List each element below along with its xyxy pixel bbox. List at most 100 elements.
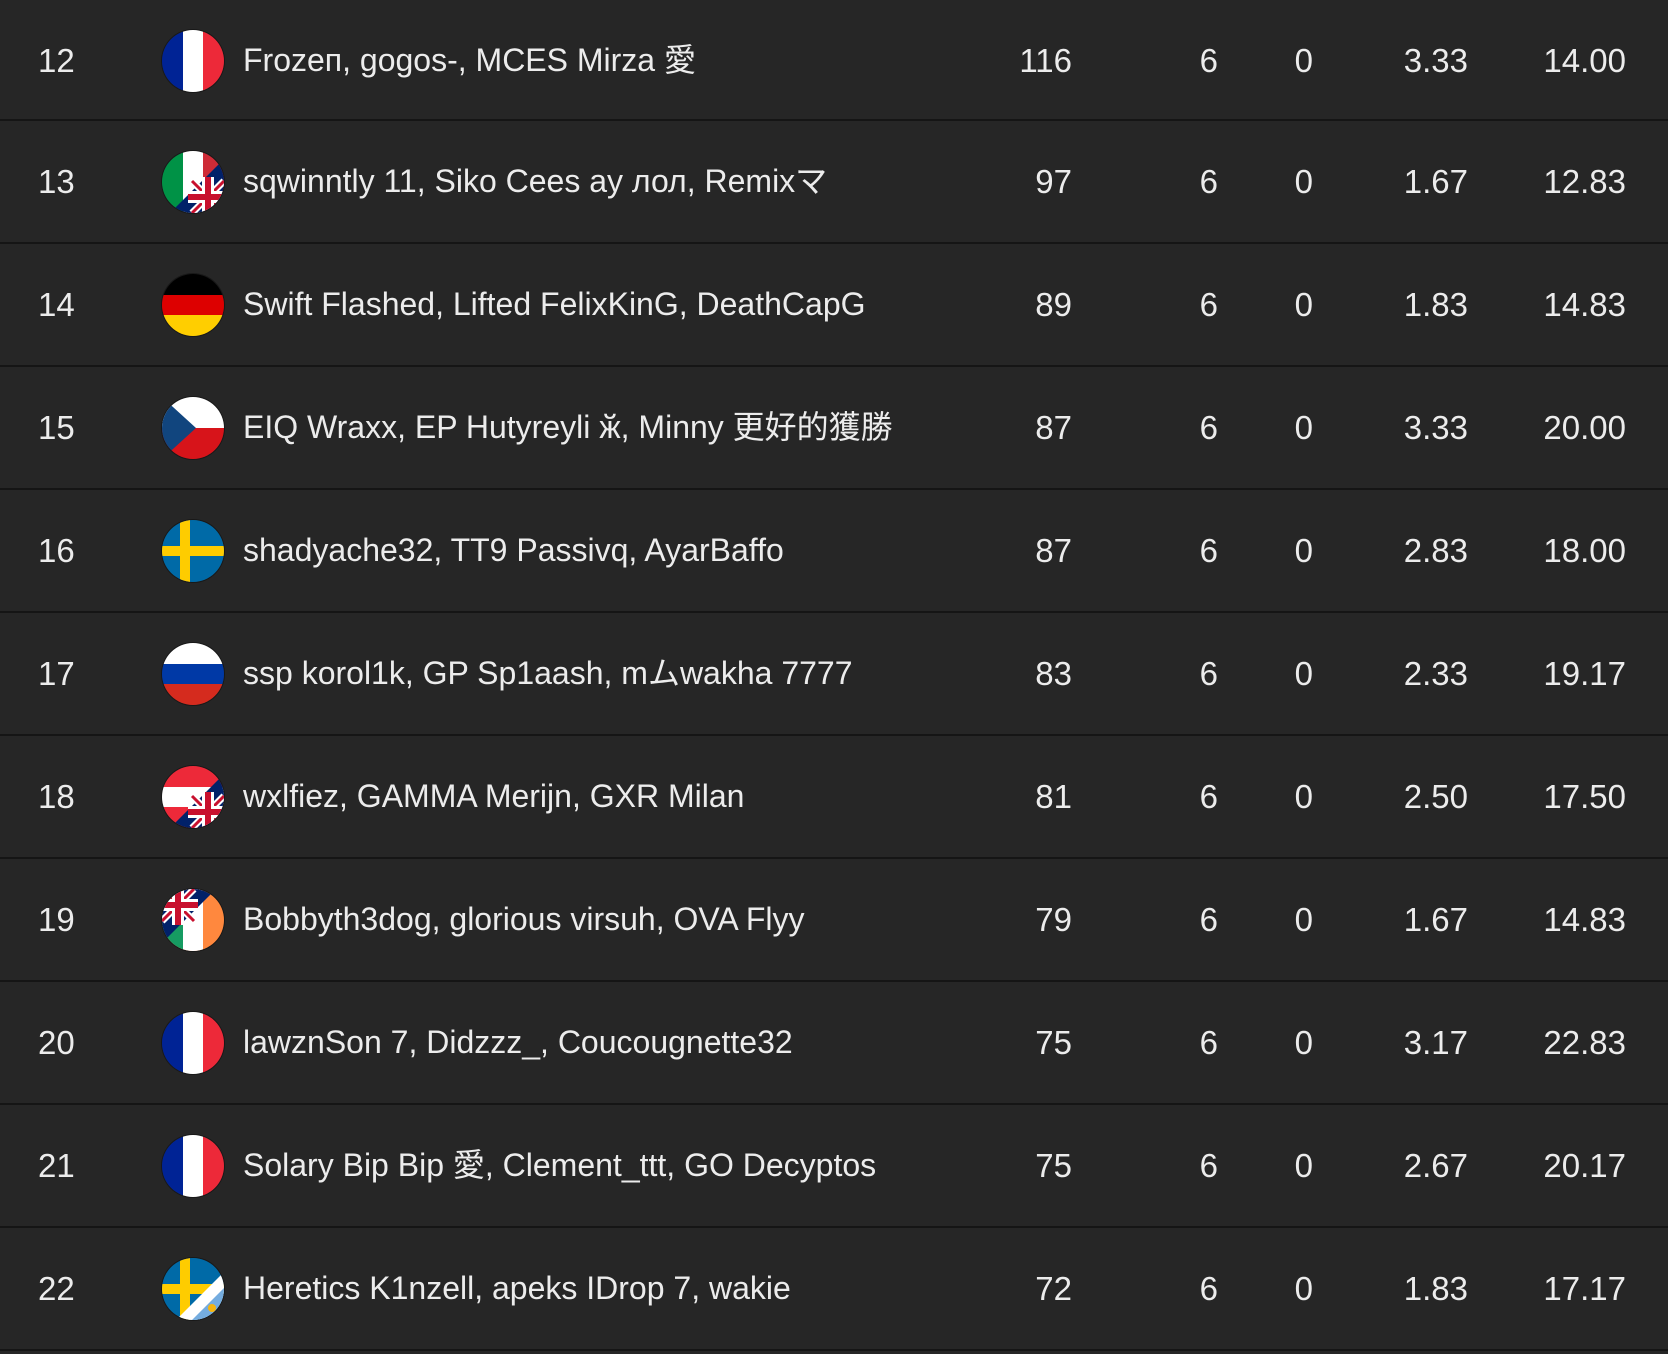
- zero-cell: 0: [1294, 655, 1313, 692]
- ratio-cell: 1.83: [1403, 286, 1468, 323]
- austria-uk-split-flag-icon: [162, 766, 224, 828]
- team-players: EIQ Wraxx, EP Hutyreyli ӂ, Minny 更好的獲勝: [243, 409, 893, 445]
- points-cell: 89: [1035, 286, 1072, 323]
- average-cell: 17.17: [1543, 1270, 1626, 1307]
- table-row[interactable]: 19 Bobbyth3dog, glorious virsuh, OVA Fly…: [0, 859, 1668, 982]
- team-players: wxlfiez, GAMMA Merijn, GXR Milan: [243, 778, 745, 814]
- average-cell: 18.00: [1543, 532, 1626, 569]
- zero-cell: 0: [1294, 409, 1313, 446]
- sweden-argentina-split-flag-icon: [162, 1258, 224, 1320]
- ratio-cell: 1.67: [1403, 901, 1468, 938]
- average-cell: 14.83: [1543, 901, 1626, 938]
- rank-cell: 22: [38, 1270, 75, 1307]
- team-players: sqwinntly 11, Siko Cees ay лол, Remixマ: [243, 163, 828, 199]
- played-cell: 6: [1199, 532, 1218, 569]
- ratio-cell: 1.83: [1403, 1270, 1468, 1307]
- germany-flag-icon: [162, 274, 224, 336]
- rank-cell: 21: [38, 1147, 75, 1184]
- france-flag-icon: [162, 30, 224, 92]
- ratio-cell: 2.33: [1403, 655, 1468, 692]
- rank-cell: 19: [38, 901, 75, 938]
- average-cell: 12.83: [1543, 163, 1626, 200]
- zero-cell: 0: [1294, 42, 1313, 79]
- rank-cell: 15: [38, 409, 75, 446]
- zero-cell: 0: [1294, 163, 1313, 200]
- ratio-cell: 1.67: [1403, 163, 1468, 200]
- average-cell: 17.50: [1543, 778, 1626, 815]
- team-players: Solary Bip Bip 愛, Clement_ttt, GO Decypt…: [243, 1147, 877, 1183]
- table-row[interactable]: 16 shadyache32, TT9 Passivq, AyarBaffo 8…: [0, 490, 1668, 613]
- ratio-cell: 2.83: [1403, 532, 1468, 569]
- rank-cell: 17: [38, 655, 75, 692]
- team-players: Frozeп, gogos-, MCES Mirza 愛: [243, 42, 696, 78]
- italy-uk-split-flag-icon: [162, 151, 224, 213]
- zero-cell: 0: [1294, 286, 1313, 323]
- points-cell: 97: [1035, 163, 1072, 200]
- france-flag-icon: [162, 1135, 224, 1197]
- points-cell: 72: [1035, 1270, 1072, 1307]
- france-flag-icon: [162, 1012, 224, 1074]
- zero-cell: 0: [1294, 1024, 1313, 1061]
- average-cell: 19.17: [1543, 655, 1626, 692]
- points-cell: 87: [1035, 532, 1072, 569]
- rank-cell: 13: [38, 163, 75, 200]
- points-cell: 87: [1035, 409, 1072, 446]
- played-cell: 6: [1199, 286, 1218, 323]
- team-players: shadyache32, TT9 Passivq, AyarBaffo: [243, 532, 784, 568]
- table-row[interactable]: 22 Heretics K1nzell, apeks IDrop 7, waki…: [0, 1228, 1668, 1351]
- table-row[interactable]: 12 Frozeп, gogos-, MCES Mirza 愛 116 6 0 …: [0, 0, 1668, 121]
- points-cell: 79: [1035, 901, 1072, 938]
- uk-ireland-split-flag-icon: [162, 889, 224, 951]
- table-row[interactable]: 20 lawznSon 7, Didzzz_, Coucougnette32 7…: [0, 982, 1668, 1105]
- average-cell: 20.17: [1543, 1147, 1626, 1184]
- played-cell: 6: [1199, 1270, 1218, 1307]
- table-row[interactable]: 18 wxlfiez, GAMMA Merijn, GXR Milan 81 6…: [0, 736, 1668, 859]
- points-cell: 83: [1035, 655, 1072, 692]
- russia-flag-icon: [162, 643, 224, 705]
- average-cell: 22.83: [1543, 1024, 1626, 1061]
- played-cell: 6: [1199, 655, 1218, 692]
- played-cell: 6: [1199, 409, 1218, 446]
- team-players: lawznSon 7, Didzzz_, Coucougnette32: [243, 1024, 793, 1060]
- played-cell: 6: [1199, 1024, 1218, 1061]
- points-cell: 75: [1035, 1024, 1072, 1061]
- team-players: Bobbyth3dog, glorious virsuh, OVA Flyy: [243, 901, 805, 937]
- played-cell: 6: [1199, 778, 1218, 815]
- team-players: ssp korol1k, GP Sp1aash, mムwakha 7777: [243, 655, 853, 691]
- ratio-cell: 3.17: [1403, 1024, 1468, 1061]
- rank-cell: 18: [38, 778, 75, 815]
- points-cell: 116: [1019, 42, 1072, 79]
- zero-cell: 0: [1294, 1270, 1313, 1307]
- zero-cell: 0: [1294, 901, 1313, 938]
- table-row[interactable]: 13 sqwinntly 11, Siko Cees ay лол, Remix…: [0, 121, 1668, 244]
- rank-cell: 14: [38, 286, 75, 323]
- played-cell: 6: [1199, 901, 1218, 938]
- points-cell: 81: [1035, 778, 1072, 815]
- table-row[interactable]: 15 EIQ Wraxx, EP Hutyreyli ӂ, Minny 更好的獲…: [0, 367, 1668, 490]
- table-row[interactable]: 21 Solary Bip Bip 愛, Clement_ttt, GO Dec…: [0, 1105, 1668, 1228]
- zero-cell: 0: [1294, 532, 1313, 569]
- table-row[interactable]: 17 ssp korol1k, GP Sp1aash, mムwakha 7777…: [0, 613, 1668, 736]
- rank-cell: 16: [38, 532, 75, 569]
- ratio-cell: 2.50: [1403, 778, 1468, 815]
- average-cell: 20.00: [1543, 409, 1626, 446]
- played-cell: 6: [1199, 1147, 1218, 1184]
- played-cell: 6: [1199, 42, 1218, 79]
- average-cell: 14.83: [1543, 286, 1626, 323]
- team-players: Swift Flashed, Lifted FelixKinG, DeathCa…: [243, 286, 866, 322]
- rank-cell: 12: [38, 42, 75, 79]
- team-players: Heretics K1nzell, apeks IDrop 7, wakie: [243, 1270, 791, 1306]
- ratio-cell: 3.33: [1403, 409, 1468, 446]
- points-cell: 75: [1035, 1147, 1072, 1184]
- zero-cell: 0: [1294, 1147, 1313, 1184]
- zero-cell: 0: [1294, 778, 1313, 815]
- rank-cell: 20: [38, 1024, 75, 1061]
- sweden-flag-icon: [162, 520, 224, 582]
- average-cell: 14.00: [1543, 42, 1626, 79]
- table-row[interactable]: 14 Swift Flashed, Lifted FelixKinG, Deat…: [0, 244, 1668, 367]
- ratio-cell: 2.67: [1403, 1147, 1468, 1184]
- played-cell: 6: [1199, 163, 1218, 200]
- ratio-cell: 3.33: [1403, 42, 1468, 79]
- czech-flag-icon: [162, 397, 224, 459]
